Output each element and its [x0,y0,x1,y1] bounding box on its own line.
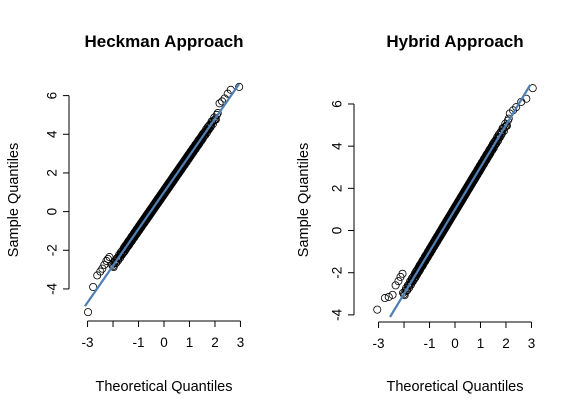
data-point [394,277,403,286]
x-tick-label: 0 [160,335,168,350]
data-point [384,292,393,301]
data-points [373,84,537,314]
data-point [111,259,120,268]
x-tick-label: -1 [424,336,436,351]
y-axis: -4 -2 0 2 4 6 [330,100,355,321]
data-point [98,264,107,273]
data-point [373,305,382,314]
x-tick-label: 0 [451,336,459,351]
chart-title: Hybrid Approach [386,32,523,51]
y-tick-label: 0 [330,227,345,235]
y-tick-label: 0 [45,208,60,216]
x-tick-label: -3 [373,336,385,351]
data-point [100,260,109,269]
data-point [84,308,93,317]
data-point [103,254,112,263]
y-tick-label: 2 [330,185,345,193]
data-point [498,128,507,137]
x-tick-label: -1 [133,335,145,350]
y-tick-label: -4 [330,308,345,320]
data-point [398,269,407,278]
data-point [235,82,244,91]
y-tick-label: -2 [330,267,345,279]
data-point [512,103,521,112]
data-point [96,267,105,276]
y-tick-label: 6 [45,92,60,100]
x-tick-label: 1 [186,335,194,350]
data-point [391,281,400,290]
data-point [89,282,98,291]
qq-reference-line [84,83,241,307]
reference-line [389,84,532,318]
x-tick-label: 2 [211,335,219,350]
x-axis-label: Theoretical Quantiles [386,379,523,395]
hybrid-qq-panel: Hybrid Approach Theoretical Quantiles Sa… [296,32,537,395]
x-tick-label: 1 [477,336,485,351]
x-axis: -3 -1 0 1 2 3 [82,320,245,350]
x-axis-label: Theoretical Quantiles [95,379,232,395]
data-points [84,82,244,317]
y-tick-label: 6 [330,100,345,108]
y-tick-label: -2 [45,244,60,256]
x-axis: -3 -1 0 1 2 3 [373,321,536,351]
y-tick-label: -4 [45,282,60,294]
data-point [388,290,397,299]
data-point [380,294,389,303]
x-tick-label: -3 [82,335,94,350]
heckman-qq-panel: Heckman Approach Theoretical Quantiles S… [6,32,244,395]
y-axis-label: Sample Quantiles [296,143,312,257]
y-tick-label: 2 [45,169,60,177]
y-axis: -4 -2 0 2 4 6 [45,92,70,295]
y-tick-label: 4 [330,142,345,150]
data-point [207,121,216,130]
reference-line [84,83,241,307]
data-point [500,123,509,132]
x-tick-label: 3 [237,335,245,350]
data-point [212,110,221,119]
y-axis-label: Sample Quantiles [6,143,22,257]
y-tick-label: 4 [45,130,60,138]
x-tick-label: 2 [502,336,510,351]
chart-title: Heckman Approach [84,32,243,51]
qq-reference-line [389,84,532,318]
data-point [215,99,224,108]
data-point [105,253,114,262]
x-tick-label: 3 [528,336,536,351]
